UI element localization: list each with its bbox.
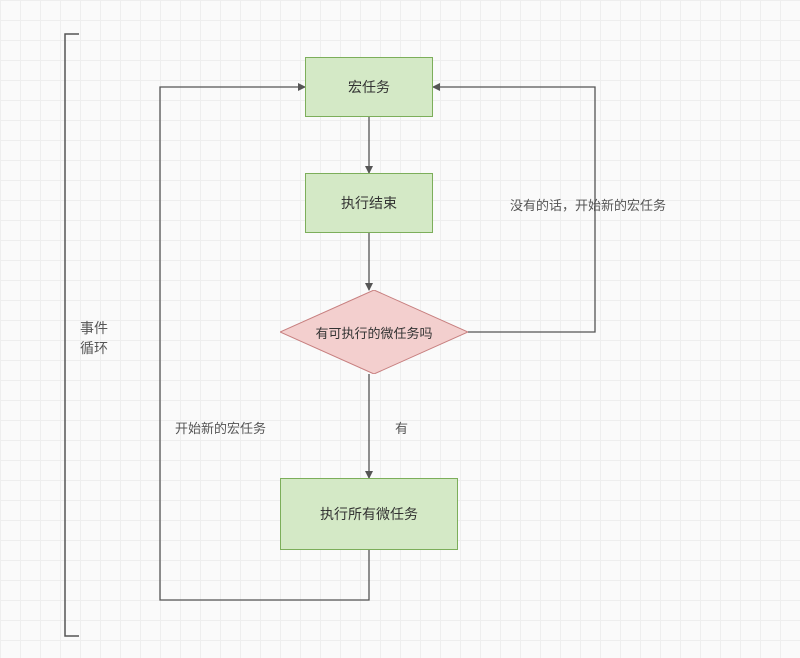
edge-label-check-to-micro: 有 bbox=[395, 418, 408, 437]
flowchart-canvas: 事件 循环 宏任务执行结束有可执行的微任务吗执行所有微任务 有 没有的话，开始新的… bbox=[0, 0, 800, 658]
node-end-label: 执行结束 bbox=[341, 193, 397, 213]
node-micro: 执行所有微任务 bbox=[280, 478, 458, 550]
bracket-group bbox=[65, 34, 79, 636]
edge-label-micro-back-to-macro: 开始新的宏任务 bbox=[175, 418, 266, 437]
node-macro-label: 宏任务 bbox=[348, 77, 390, 97]
node-check-label: 有可执行的微任务吗 bbox=[280, 290, 468, 374]
bracket-path bbox=[65, 34, 79, 636]
edge-label-check-no-to-macro: 没有的话，开始新的宏任务 bbox=[510, 195, 666, 214]
node-micro-label: 执行所有微任务 bbox=[320, 504, 418, 524]
node-check: 有可执行的微任务吗 bbox=[280, 290, 468, 374]
bracket-label: 事件 循环 bbox=[80, 318, 108, 358]
node-macro: 宏任务 bbox=[305, 57, 433, 117]
node-end: 执行结束 bbox=[305, 173, 433, 233]
